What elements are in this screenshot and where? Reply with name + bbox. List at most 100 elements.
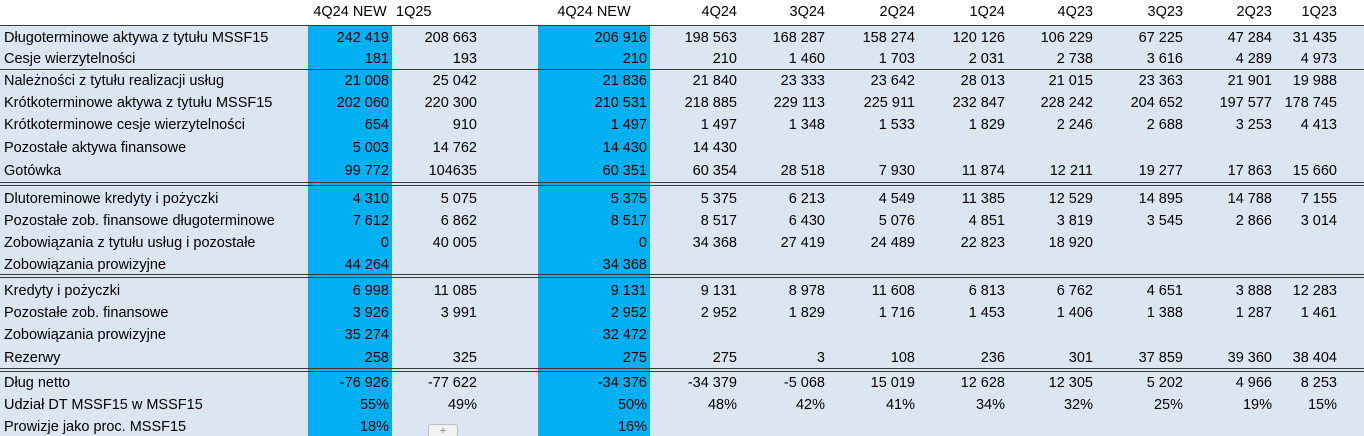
table-cell[interactable]: 181 <box>364 51 389 67</box>
row-label[interactable]: Gotówka <box>4 163 62 179</box>
table-cell[interactable]: 197 577 <box>1219 95 1272 111</box>
table-cell[interactable]: 198 563 <box>684 30 737 46</box>
table-cell[interactable]: 275 <box>712 350 737 366</box>
table-cell[interactable]: 208 663 <box>424 30 477 46</box>
table-cell[interactable]: 1 287 <box>1235 305 1272 321</box>
row-label[interactable]: Zobowiązania z tytułu usług i pozostałe <box>4 235 256 251</box>
table-cell[interactable]: 5 003 <box>352 140 389 156</box>
table-cell[interactable]: 5 375 <box>610 191 647 207</box>
table-cell[interactable]: 4 413 <box>1300 117 1337 133</box>
table-cell[interactable]: 7 930 <box>878 163 915 179</box>
table-cell[interactable]: 1 388 <box>1146 305 1183 321</box>
table-cell[interactable]: 19% <box>1242 397 1272 413</box>
table-cell[interactable]: 12 628 <box>960 375 1005 391</box>
table-cell[interactable]: 19 988 <box>1292 73 1337 89</box>
table-cell[interactable]: 0 <box>380 235 389 251</box>
table-cell[interactable]: 21 840 <box>692 73 737 89</box>
row-label[interactable]: Dług netto <box>4 375 71 391</box>
table-cell[interactable]: 202 060 <box>336 95 389 111</box>
table-cell[interactable]: 48% <box>707 397 737 413</box>
row-label[interactable]: Zobowiązania prowizyjne <box>4 327 166 343</box>
table-cell[interactable]: 275 <box>622 350 647 366</box>
table-cell[interactable]: 21 836 <box>602 73 647 89</box>
table-cell[interactable]: 6 862 <box>440 213 477 229</box>
table-cell[interactable]: 17 863 <box>1227 163 1272 179</box>
table-cell[interactable]: 3 888 <box>1235 283 1272 299</box>
row-label[interactable]: Rezerwy <box>4 350 61 366</box>
table-cell[interactable]: 218 885 <box>684 95 737 111</box>
table-cell[interactable]: 15 660 <box>1292 163 1337 179</box>
table-cell[interactable]: 108 <box>890 350 915 366</box>
table-cell[interactable]: 40 005 <box>432 235 477 251</box>
table-cell[interactable] <box>650 324 740 347</box>
table-cell[interactable]: 34 368 <box>602 257 647 273</box>
table-cell[interactable]: 3 991 <box>440 305 477 321</box>
table-cell[interactable]: -5 068 <box>783 375 825 391</box>
table-cell[interactable]: 3 253 <box>1235 117 1272 133</box>
table-cell[interactable]: 210 <box>712 51 737 67</box>
paste-options-icon[interactable]: + <box>428 424 458 436</box>
table-cell[interactable] <box>918 324 1008 347</box>
table-cell[interactable]: 14 762 <box>432 140 477 156</box>
table-cell[interactable]: 18% <box>359 419 389 435</box>
table-cell[interactable] <box>1186 324 1275 347</box>
table-cell[interactable]: 8 253 <box>1300 375 1337 391</box>
table-cell[interactable]: 3 926 <box>352 305 389 321</box>
table-cell[interactable]: 1 453 <box>968 305 1005 321</box>
table-cell[interactable]: 23 333 <box>780 73 825 89</box>
table-cell[interactable]: 210 531 <box>594 95 647 111</box>
table-cell[interactable]: 4 289 <box>1235 51 1272 67</box>
table-cell[interactable]: 41% <box>885 397 915 413</box>
table-cell[interactable]: 9 131 <box>610 283 647 299</box>
table-cell[interactable]: 910 <box>452 117 477 133</box>
row-label[interactable]: Należności z tytułu realizacji usług <box>4 73 225 89</box>
row-label[interactable]: Pozostałe aktywa finansowe <box>4 140 187 156</box>
table-cell[interactable]: 15 019 <box>870 375 915 391</box>
table-cell[interactable]: 31 435 <box>1292 30 1337 46</box>
table-cell[interactable] <box>1275 137 1340 160</box>
table-cell[interactable] <box>740 137 828 160</box>
table-cell[interactable]: 1 829 <box>968 117 1005 133</box>
table-cell[interactable]: 4 549 <box>878 191 915 207</box>
table-cell[interactable]: 55% <box>359 397 389 413</box>
row-label[interactable]: Udział DT MSSF15 w MSSF15 <box>4 397 203 413</box>
table-cell[interactable]: 22 823 <box>960 235 1005 251</box>
table-cell[interactable]: 24 489 <box>870 235 915 251</box>
table-cell[interactable]: 158 274 <box>862 30 915 46</box>
table-cell[interactable]: 49% <box>447 397 477 413</box>
table-cell[interactable]: 39 360 <box>1227 350 1272 366</box>
table-cell[interactable]: 60 354 <box>692 163 737 179</box>
table-cell[interactable] <box>1008 416 1096 436</box>
column-header-4q24[interactable]: 4Q24 <box>701 4 737 20</box>
table-cell[interactable] <box>740 324 828 347</box>
table-cell[interactable]: 42% <box>795 397 825 413</box>
table-cell[interactable] <box>1186 137 1275 160</box>
table-cell[interactable]: 1 533 <box>878 117 915 133</box>
table-cell[interactable]: 23 642 <box>870 73 915 89</box>
table-cell[interactable]: 193 <box>452 51 477 67</box>
table-cell[interactable]: 1 829 <box>788 305 825 321</box>
row-label[interactable]: Pozostałe zob. finansowe długoterminowe <box>4 213 275 229</box>
table-cell[interactable]: -77 622 <box>427 375 477 391</box>
table-cell[interactable]: -34 379 <box>687 375 737 391</box>
table-cell[interactable]: 2 738 <box>1056 51 1093 67</box>
table-cell[interactable] <box>1096 232 1186 255</box>
table-cell[interactable]: 8 517 <box>610 213 647 229</box>
row-label[interactable]: Prowizje jako proc. MSSF15 <box>4 419 187 435</box>
table-cell[interactable]: 7 612 <box>352 213 389 229</box>
table-cell[interactable]: 229 113 <box>773 95 825 111</box>
table-cell[interactable]: 242 419 <box>336 30 389 46</box>
table-cell[interactable]: 4 651 <box>1146 283 1183 299</box>
table-cell[interactable]: 11 085 <box>433 283 477 299</box>
table-cell[interactable]: 18 920 <box>1048 235 1093 251</box>
table-cell[interactable]: 67 225 <box>1138 30 1183 46</box>
table-cell[interactable]: 2 246 <box>1056 117 1093 133</box>
table-cell[interactable]: 12 529 <box>1048 191 1093 207</box>
table-cell[interactable] <box>1096 416 1186 436</box>
table-cell[interactable]: 1 461 <box>1300 305 1337 321</box>
table-cell[interactable]: 21 901 <box>1227 73 1272 89</box>
table-cell[interactable]: 3 014 <box>1300 213 1337 229</box>
table-cell[interactable]: 14 430 <box>602 140 647 156</box>
table-cell[interactable] <box>918 137 1008 160</box>
table-cell[interactable]: 2 031 <box>968 51 1005 67</box>
